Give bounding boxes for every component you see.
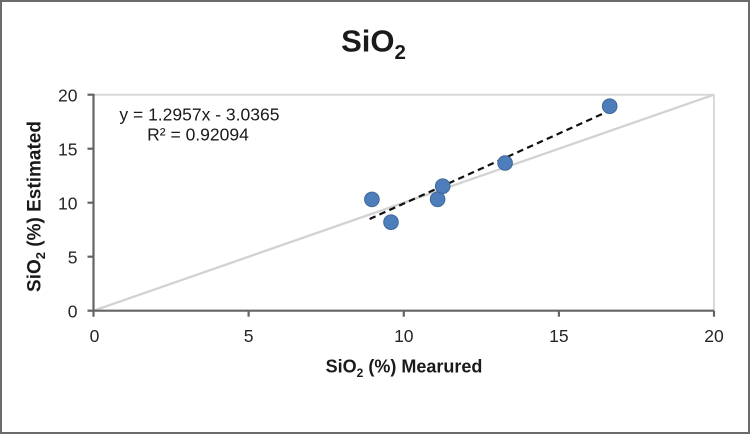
svg-text:10: 10 [58,194,78,214]
svg-text:SiO2 (%) Mearured: SiO2 (%) Mearured [326,356,483,380]
svg-text:15: 15 [58,140,77,160]
svg-text:R² = 0.92094: R² = 0.92094 [147,124,249,144]
svg-text:10: 10 [394,326,414,346]
svg-text:0: 0 [68,302,78,322]
svg-text:0: 0 [90,326,100,346]
svg-text:SiO2 (%) Estimated: SiO2 (%) Estimated [25,121,49,292]
svg-text:20: 20 [58,86,78,106]
svg-text:20: 20 [704,326,724,346]
svg-text:5: 5 [244,326,254,346]
svg-text:5: 5 [68,248,78,268]
svg-text:15: 15 [549,326,568,346]
svg-text:y = 1.2957x - 3.0365: y = 1.2957x - 3.0365 [119,104,279,124]
